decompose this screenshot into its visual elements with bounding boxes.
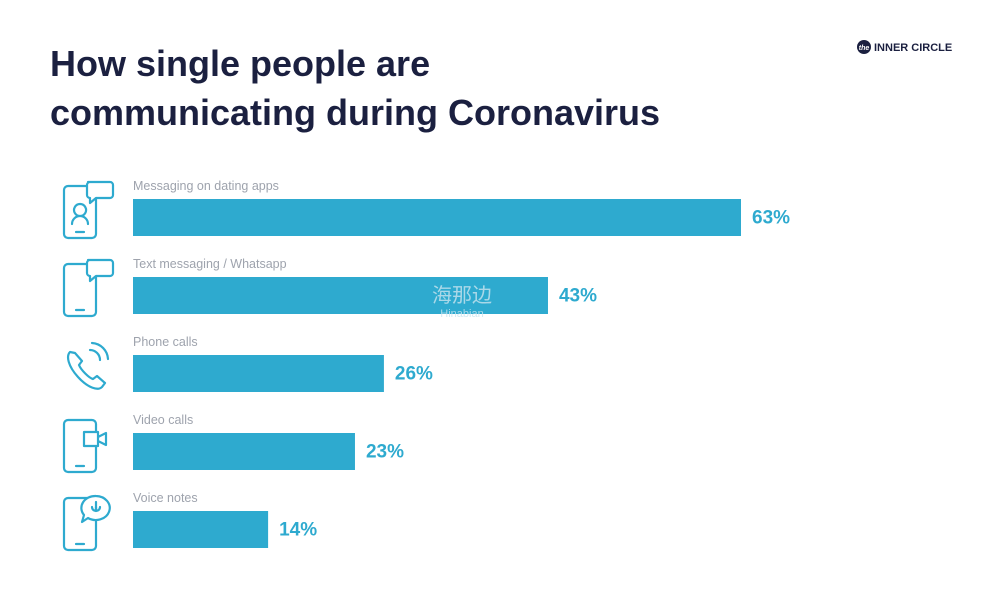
- watermark: 海那边: [432, 284, 492, 307]
- value-label: 23%: [366, 442, 404, 463]
- icon-shape: [70, 202, 90, 226]
- icon-shape: [82, 430, 108, 448]
- icon-shape: [85, 180, 115, 205]
- brand-badge: [857, 40, 871, 54]
- value-label: 26%: [395, 364, 433, 385]
- row-icon: [62, 180, 115, 240]
- icon-shape: [80, 494, 111, 524]
- category-label: Phone calls: [133, 335, 198, 349]
- value-label: 14%: [279, 520, 317, 541]
- category-label: Messaging on dating apps: [133, 179, 279, 193]
- icon-shape: [67, 341, 110, 390]
- icon-shape: [62, 496, 98, 552]
- value-label: 63%: [752, 208, 790, 229]
- icon-shape: [85, 258, 115, 283]
- bar: [133, 199, 741, 236]
- category-label: Voice notes: [133, 491, 198, 505]
- row-icon: [62, 494, 111, 552]
- bar: [133, 277, 548, 314]
- category-label: Video calls: [133, 413, 193, 427]
- icon-shape: [62, 262, 98, 318]
- brand-mark: the: [859, 45, 870, 52]
- bar: [133, 355, 384, 392]
- bar: [133, 511, 269, 548]
- bar: [133, 433, 355, 470]
- brand-name: INNER CIRCLE: [874, 42, 952, 54]
- bars: Messaging on dating apps 63% Text messagin…: [62, 179, 790, 552]
- chart-title-line: communicating during Coronavirus: [50, 92, 660, 133]
- row-icon: [62, 418, 108, 474]
- watermark: Hinabian: [440, 308, 483, 320]
- value-label: 43%: [559, 286, 597, 307]
- row-icon: [67, 341, 110, 390]
- icon-shape: [62, 184, 98, 240]
- chart-title-line: How single people are: [50, 43, 430, 84]
- row-icon: [62, 258, 115, 318]
- category-label: Text messaging / Whatsapp: [133, 257, 287, 271]
